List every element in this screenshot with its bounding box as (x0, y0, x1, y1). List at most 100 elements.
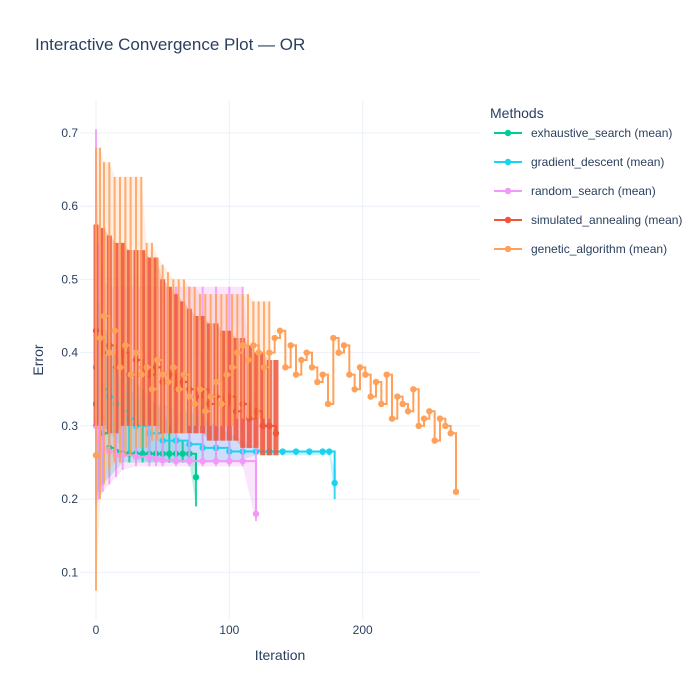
data-point[interactable] (378, 400, 385, 408)
data-point[interactable] (152, 455, 160, 463)
data-point[interactable] (154, 356, 161, 364)
data-point[interactable] (447, 430, 454, 437)
data-point[interactable] (442, 422, 449, 430)
data-point[interactable] (239, 342, 246, 349)
data-point[interactable] (143, 364, 150, 371)
data-point[interactable] (351, 386, 358, 393)
data-point[interactable] (420, 415, 428, 422)
data-point[interactable] (272, 430, 280, 437)
data-point[interactable] (239, 457, 246, 465)
data-point[interactable] (159, 457, 166, 464)
data-point[interactable] (404, 408, 412, 415)
data-point[interactable] (346, 371, 353, 378)
data-point[interactable] (199, 457, 206, 465)
data-point[interactable] (119, 349, 126, 356)
data-point[interactable] (287, 342, 294, 349)
data-point[interactable] (292, 448, 300, 455)
data-point[interactable] (271, 334, 278, 342)
data-point[interactable] (255, 349, 262, 356)
data-point[interactable] (431, 437, 438, 444)
data-point[interactable] (228, 364, 236, 371)
data-point[interactable] (207, 393, 214, 400)
data-point[interactable] (100, 312, 108, 320)
data-point[interactable] (116, 364, 124, 371)
data-point[interactable] (324, 400, 332, 408)
data-point[interactable] (436, 415, 444, 422)
data-point[interactable] (170, 364, 177, 371)
data-point[interactable] (159, 371, 166, 378)
data-point[interactable] (252, 510, 260, 518)
data-point[interactable] (175, 386, 182, 393)
data-point[interactable] (314, 378, 321, 386)
data-point[interactable] (383, 371, 390, 378)
data-point[interactable] (186, 393, 193, 400)
data-point[interactable] (146, 371, 153, 378)
data-point[interactable] (212, 378, 220, 386)
data-point[interactable] (127, 371, 134, 378)
data-point[interactable] (394, 393, 401, 400)
data-point[interactable] (234, 349, 241, 356)
data-point[interactable] (191, 400, 198, 408)
data-point[interactable] (303, 349, 310, 356)
data-point[interactable] (292, 371, 300, 378)
data-point[interactable] (172, 457, 180, 465)
data-point[interactable] (298, 356, 305, 364)
data-point[interactable] (250, 342, 257, 349)
data-point[interactable] (399, 400, 406, 408)
data-point[interactable] (146, 454, 153, 461)
data-point[interactable] (326, 448, 333, 455)
data-point[interactable] (452, 488, 460, 496)
data-point[interactable] (179, 450, 186, 457)
data-point[interactable] (410, 386, 417, 393)
data-point[interactable] (122, 342, 129, 349)
data-point[interactable] (367, 393, 374, 400)
data-point[interactable] (276, 327, 284, 334)
data-point[interactable] (260, 364, 268, 371)
data-point[interactable] (226, 457, 233, 465)
data-point[interactable] (308, 364, 316, 371)
data-point[interactable] (138, 371, 145, 378)
legend-item[interactable]: simulated_annealing (mean) (494, 213, 682, 227)
data-point[interactable] (266, 422, 273, 430)
data-point[interactable] (426, 408, 433, 415)
data-point[interactable] (218, 400, 225, 408)
legend[interactable]: Methods exhaustive_search (mean) gradient… (490, 105, 682, 256)
data-point[interactable] (415, 422, 422, 430)
data-point[interactable] (223, 371, 230, 378)
data-point[interactable] (362, 371, 369, 378)
data-point[interactable] (180, 371, 188, 378)
data-point[interactable] (202, 408, 209, 415)
data-point[interactable] (148, 386, 156, 393)
data-point[interactable] (106, 349, 113, 356)
data-point[interactable] (319, 448, 326, 455)
data-point[interactable] (132, 453, 140, 460)
data-point[interactable] (226, 393, 233, 400)
legend-item[interactable]: random_search (mean) (494, 184, 656, 198)
data-point[interactable] (266, 349, 273, 356)
data-point[interactable] (244, 356, 252, 364)
data-point[interactable] (212, 457, 220, 465)
data-point[interactable] (252, 408, 260, 415)
data-point[interactable] (259, 422, 266, 430)
data-point[interactable] (139, 450, 146, 457)
data-point[interactable] (96, 334, 104, 342)
data-point[interactable] (196, 386, 204, 393)
data-point[interactable] (331, 479, 338, 487)
data-point[interactable] (340, 342, 348, 349)
data-point[interactable] (186, 457, 193, 465)
data-point[interactable] (111, 327, 118, 334)
data-point[interactable] (132, 349, 140, 356)
data-point[interactable] (192, 473, 200, 481)
data-point[interactable] (279, 448, 286, 455)
data-point[interactable] (388, 415, 396, 422)
data-point[interactable] (330, 334, 337, 342)
data-point[interactable] (92, 452, 100, 459)
data-point[interactable] (282, 364, 289, 371)
data-point[interactable] (335, 349, 342, 356)
legend-item[interactable]: exhaustive_search (mean) (494, 126, 672, 140)
data-point[interactable] (372, 378, 380, 386)
data-point[interactable] (319, 371, 326, 378)
data-point[interactable] (164, 378, 172, 386)
legend-item[interactable]: genetic_algorithm (mean) (494, 242, 667, 256)
legend-item[interactable]: gradient_descent (mean) (494, 155, 664, 169)
